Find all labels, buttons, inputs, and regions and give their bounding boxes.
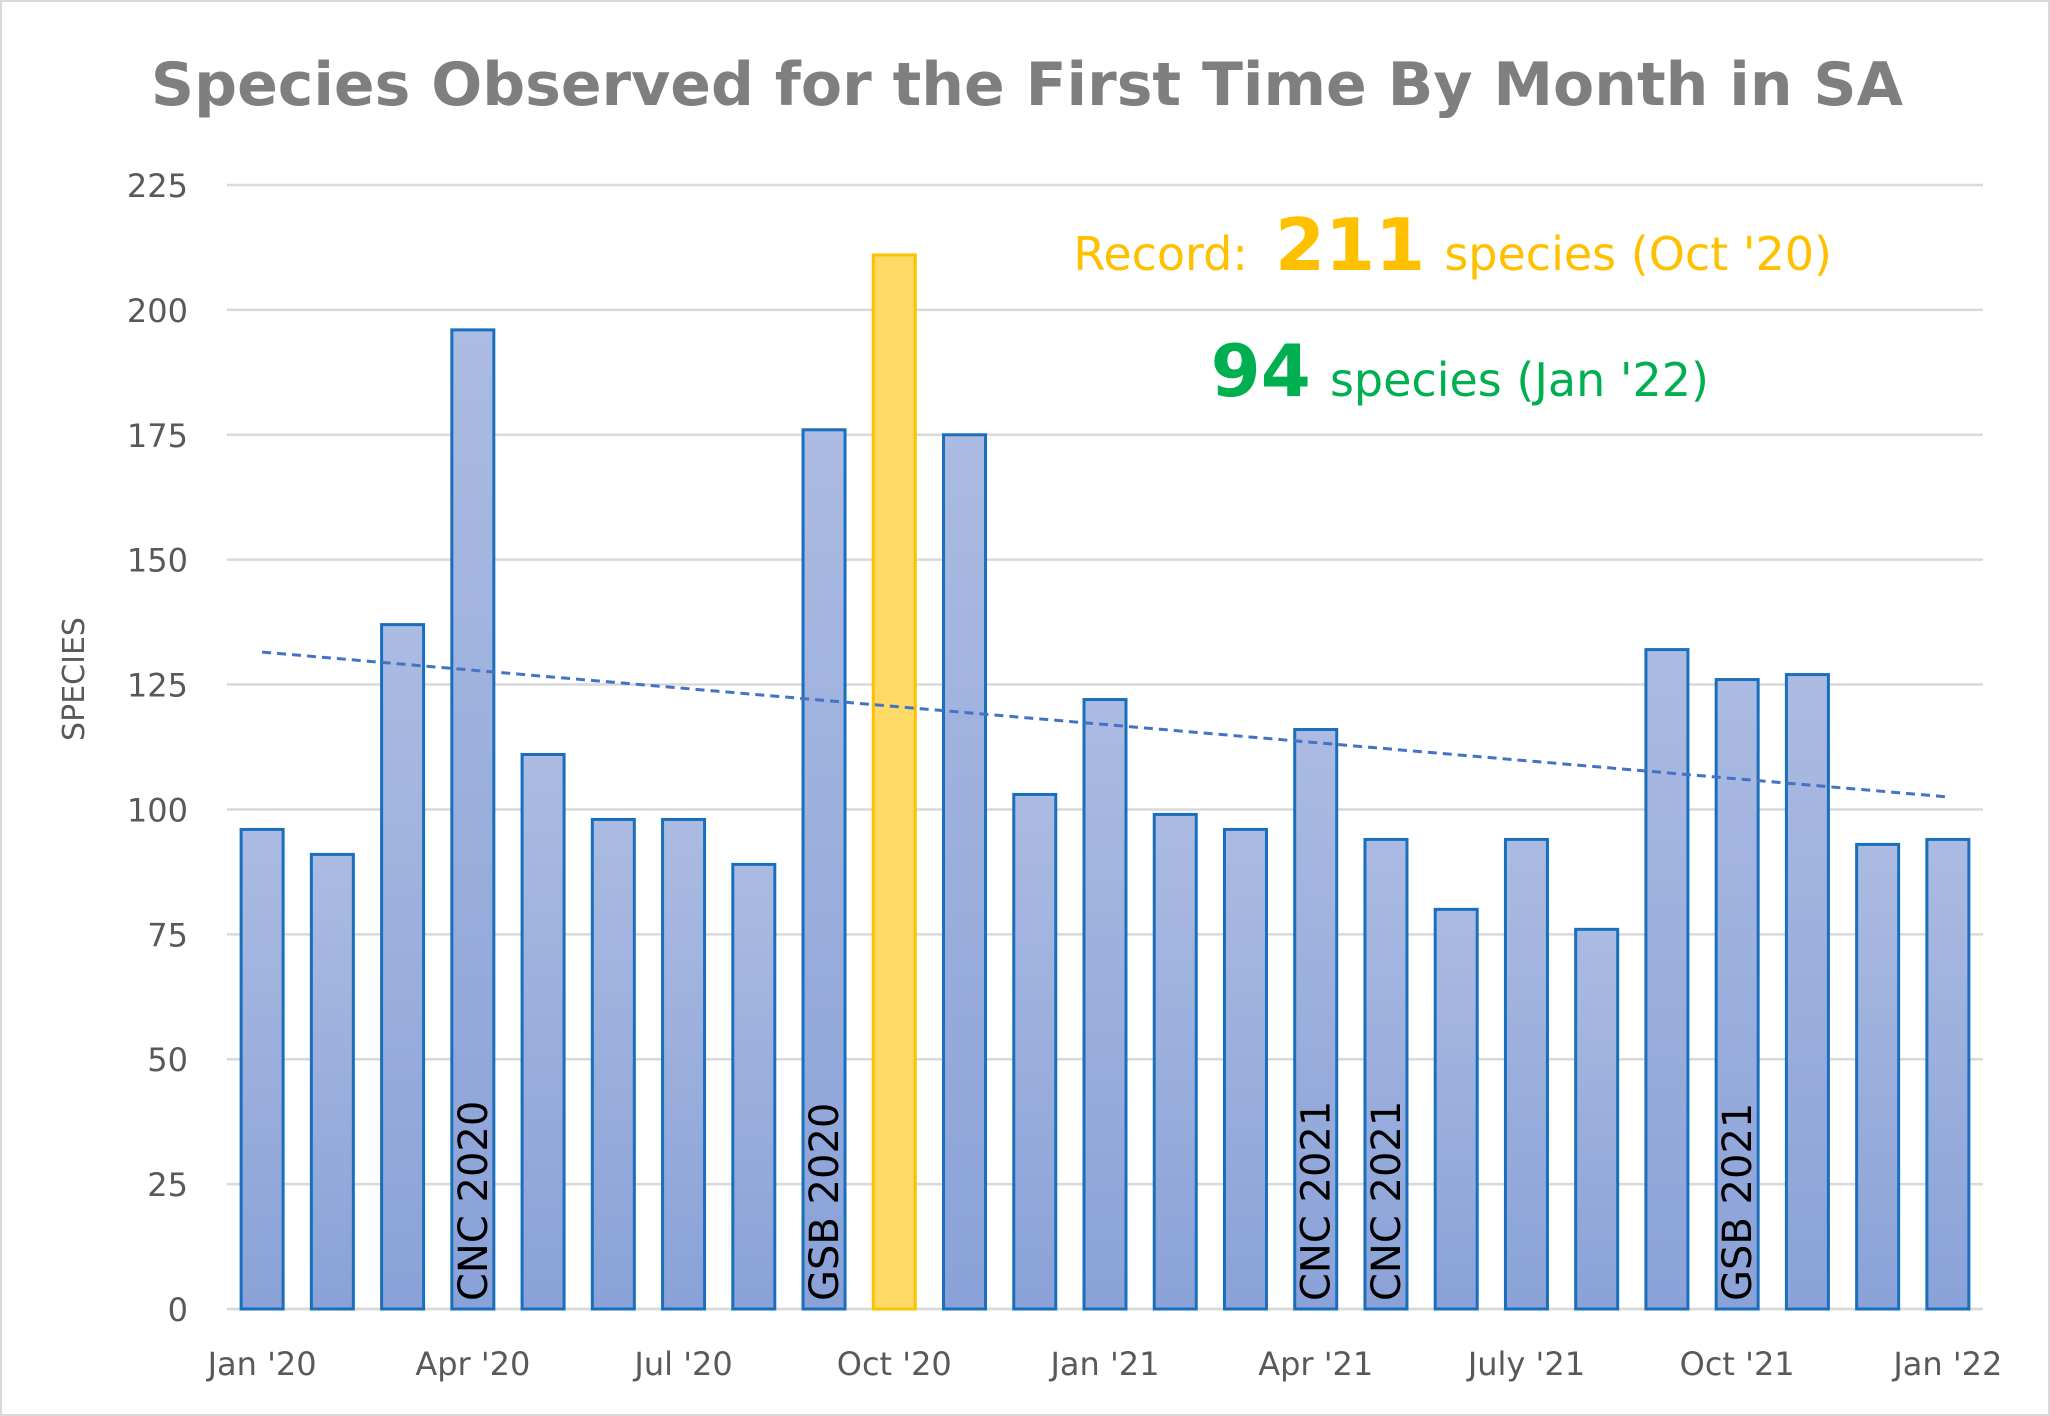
bar — [1082, 698, 1128, 1311]
record-value: 211 — [1275, 203, 1425, 287]
bar-annotation: CNC 2020 — [451, 1101, 497, 1301]
axis-ticks: 0 25 50 75 100 125 150 175 200 225 Jan '20 Apr '20 J… — [127, 167, 2002, 1383]
y-tick-label: 125 — [127, 667, 188, 705]
x-tick-label: Jan '21 — [1048, 1345, 1159, 1383]
bar — [1012, 792, 1058, 1311]
y-tick-label: 50 — [147, 1041, 188, 1079]
y-tick-label: 75 — [147, 916, 188, 954]
bar — [450, 328, 496, 1311]
bar — [661, 817, 707, 1311]
bar-annotations: CNC 2020 GSB 2020 CNC 2021 CNC 2021 GSB 2021 — [451, 1101, 1761, 1301]
x-tick-label: Oct '20 — [837, 1345, 952, 1383]
bar-highlight — [871, 253, 917, 1311]
y-tick-label: 0 — [168, 1291, 188, 1329]
latest-value: 94 — [1211, 329, 1311, 413]
x-tick-label: Oct '21 — [1680, 1345, 1795, 1383]
latest-suffix: species (Jan '22) — [1330, 353, 1709, 407]
trendline-line — [261, 650, 1949, 799]
bar — [1152, 812, 1198, 1311]
bar — [801, 428, 847, 1311]
y-axis-label: SPECIES — [57, 617, 92, 741]
x-tick-label: July '21 — [1466, 1345, 1585, 1383]
y-tick-label: 25 — [147, 1166, 188, 1204]
record-prefix: Record: — [1073, 227, 1247, 281]
bar — [1503, 837, 1549, 1311]
bar — [1222, 827, 1268, 1311]
y-tick-label: 100 — [127, 791, 188, 829]
y-tick-label: 150 — [127, 542, 188, 580]
x-tick-label: Apr '20 — [415, 1345, 530, 1383]
bar — [1433, 907, 1479, 1311]
x-tick-label: Apr '21 — [1258, 1345, 1373, 1383]
bar — [520, 752, 566, 1311]
y-tick-label: 200 — [127, 292, 188, 330]
bar — [1574, 927, 1620, 1311]
bar-annotation: CNC 2021 — [1294, 1101, 1340, 1301]
trendline — [261, 650, 1949, 799]
bar — [380, 623, 426, 1311]
bar — [1363, 837, 1409, 1311]
chart-title: Species Observed for the First Time By M… — [151, 50, 1904, 120]
x-tick-label: Jan '20 — [206, 1345, 317, 1383]
bar — [1644, 648, 1690, 1311]
record-suffix: species (Oct '20) — [1444, 227, 1832, 281]
bar — [1293, 728, 1339, 1311]
bar — [1925, 837, 1971, 1311]
bar — [1784, 673, 1830, 1311]
bar — [590, 817, 636, 1311]
bar — [239, 827, 285, 1311]
bar-annotation: GSB 2021 — [1715, 1103, 1761, 1301]
bars — [239, 253, 1971, 1311]
x-tick-label: Jul '20 — [632, 1345, 732, 1383]
bar — [731, 862, 777, 1311]
bar-annotation: GSB 2020 — [802, 1103, 848, 1301]
bar — [1714, 678, 1760, 1311]
latest-annotation: 94 species (Jan '22) — [1211, 329, 1709, 413]
y-tick-label: 225 — [127, 167, 188, 205]
bar — [1855, 842, 1901, 1311]
bar-annotation: CNC 2021 — [1364, 1101, 1410, 1301]
x-tick-label: Jan '22 — [1891, 1345, 2002, 1383]
y-tick-label: 175 — [127, 417, 188, 455]
record-annotation: Record: 211 species (Oct '20) — [1073, 203, 1832, 287]
bar — [942, 433, 988, 1311]
bar — [309, 852, 355, 1311]
